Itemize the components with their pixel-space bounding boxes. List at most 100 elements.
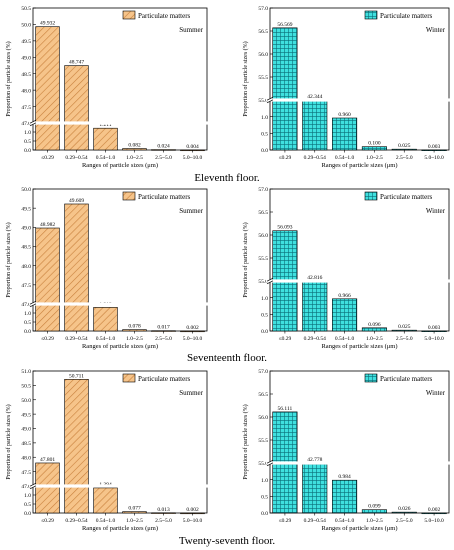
axis-break-gap xyxy=(266,279,453,283)
x-tick-label: 1.0~2.5 xyxy=(366,518,383,524)
chart-c17s: 0.0 0.5 1.0 47.0 47.5 48.0 48.5 49.0 49.5 50.0 48.… xyxy=(5,187,211,350)
chart-c17w: 0.0 0.5 1.0 55.0 55.5 56.0 56.5 57.0 56.093 ≤0.29… xyxy=(242,187,453,350)
axis-break-mark xyxy=(29,485,37,490)
axis-break-mark xyxy=(266,99,274,104)
y-tick-label: 50.5 xyxy=(21,6,31,12)
y-axis-title: Proportion of particle sizes (%) xyxy=(5,222,12,297)
y-tick-label: 0.0 xyxy=(24,148,31,154)
bar xyxy=(93,127,118,151)
y-tick-label: 48.0 xyxy=(21,264,31,270)
x-tick-label: 0.29~0.54 xyxy=(65,336,87,342)
data-label: 0.077 xyxy=(128,506,141,512)
y-tick-label: 47.0 xyxy=(21,121,31,127)
y-axis-title: Proportion of particle sizes (%) xyxy=(242,404,249,479)
x-tick-label: ≤0.29 xyxy=(279,518,292,524)
bar xyxy=(361,509,387,514)
plot-frame xyxy=(269,370,450,514)
season-label: Summer xyxy=(179,26,203,34)
axis-break-mark xyxy=(29,482,37,487)
axis-break-mark xyxy=(266,459,274,464)
bar xyxy=(93,487,118,514)
bar xyxy=(332,117,358,151)
y-tick-label: 55.5 xyxy=(258,75,268,81)
legend-swatch xyxy=(122,373,136,383)
data-label: 0.004 xyxy=(186,144,199,150)
y-tick-label: 0.5 xyxy=(261,132,268,138)
data-label: 0.017 xyxy=(157,325,170,331)
plot-frame xyxy=(32,188,208,332)
legend-label: Particulate matters xyxy=(138,193,191,201)
y-tick-label: 0.5 xyxy=(261,313,268,319)
axis-break-mark xyxy=(266,462,274,467)
y-tick-label: 49.0 xyxy=(21,55,31,61)
bar xyxy=(302,280,328,332)
y-axis-title: Proportion of particle sizes (%) xyxy=(242,41,249,116)
bar xyxy=(64,65,89,151)
x-tick-label: 2.5~5.0 xyxy=(155,336,172,342)
x-tick-label: 5.0~10.0 xyxy=(424,336,444,342)
bar xyxy=(391,329,417,332)
x-tick-label: 2.5~5.0 xyxy=(396,518,413,524)
y-tick-label: 50.0 xyxy=(21,23,31,29)
y-tick-label: 1.0 xyxy=(24,130,31,136)
bar xyxy=(122,511,147,514)
x-tick-label: 5.0~10.0 xyxy=(424,518,444,524)
y-tick-label: 51.0 xyxy=(21,369,31,375)
x-tick-label: 0.29~0.54 xyxy=(304,155,326,161)
y-axis-title: Proportion of particle sizes (%) xyxy=(242,222,249,297)
x-tick-label: 5.0~10.0 xyxy=(183,336,203,342)
y-tick-label: 48.5 xyxy=(21,245,31,251)
x-tick-label: 0.29~0.54 xyxy=(304,336,326,342)
axis-break-mark xyxy=(266,280,274,285)
y-tick-label: 57.0 xyxy=(258,187,268,193)
data-label: 0.026 xyxy=(398,506,411,512)
data-label: 50.711 xyxy=(69,373,84,379)
data-label: 0.002 xyxy=(186,507,199,513)
bar xyxy=(35,227,60,332)
bar xyxy=(122,329,147,332)
season-label: Summer xyxy=(179,389,203,397)
data-label: 0.002 xyxy=(186,325,199,331)
y-tick-label: 0.5 xyxy=(261,495,268,501)
y-tick-label: 49.0 xyxy=(21,226,31,232)
season-label: Summer xyxy=(179,207,203,215)
bar xyxy=(361,327,387,332)
bar xyxy=(361,146,387,151)
y-tick-label: 55.0 xyxy=(258,279,268,285)
data-label: 0.984 xyxy=(338,474,351,480)
data-label: 0.099 xyxy=(368,504,381,510)
bar xyxy=(391,511,417,514)
x-tick-label: ≤0.29 xyxy=(279,155,292,161)
data-label: 56.569 xyxy=(277,22,292,28)
y-tick-label: 1.0 xyxy=(261,296,268,302)
data-label: 0.025 xyxy=(398,324,411,330)
y-tick-label: 56.0 xyxy=(258,415,268,421)
bar xyxy=(302,99,328,151)
y-tick-label: 49.5 xyxy=(21,206,31,212)
plot-frame xyxy=(269,7,450,151)
x-tick-label: 0.54~1.0 xyxy=(335,336,355,342)
legend-label: Particulate matters xyxy=(380,193,433,201)
axis-break-mark xyxy=(29,300,37,305)
data-label: 49.932 xyxy=(40,21,55,27)
axis-break-gap xyxy=(29,121,211,125)
bar xyxy=(35,26,60,151)
bar xyxy=(64,379,89,514)
y-tick-label: 47.5 xyxy=(21,470,31,476)
x-tick-label: 1.0~2.5 xyxy=(366,336,383,342)
x-tick-label: 2.5~5.0 xyxy=(396,336,413,342)
axis-break-mark xyxy=(266,277,274,282)
axis-break-gap xyxy=(29,302,211,306)
x-tick-label: 1.0~2.5 xyxy=(126,155,143,161)
y-tick-label: 55.5 xyxy=(258,438,268,444)
x-axis-title: Ranges of particle sizes (μm) xyxy=(82,162,158,169)
x-axis-title: Ranges of particle sizes (μm) xyxy=(321,343,397,350)
caption-seventeenth-floor: Seventeenth floor. xyxy=(186,352,268,364)
y-tick-label: 48.0 xyxy=(21,88,31,94)
y-tick-label: 0.0 xyxy=(24,511,31,517)
data-label: 0.082 xyxy=(128,143,141,149)
legend-label: Particulate matters xyxy=(138,12,191,20)
data-label: 0.096 xyxy=(368,322,381,328)
data-label: 56.111 xyxy=(278,406,293,412)
y-tick-label: 55.5 xyxy=(258,256,268,262)
